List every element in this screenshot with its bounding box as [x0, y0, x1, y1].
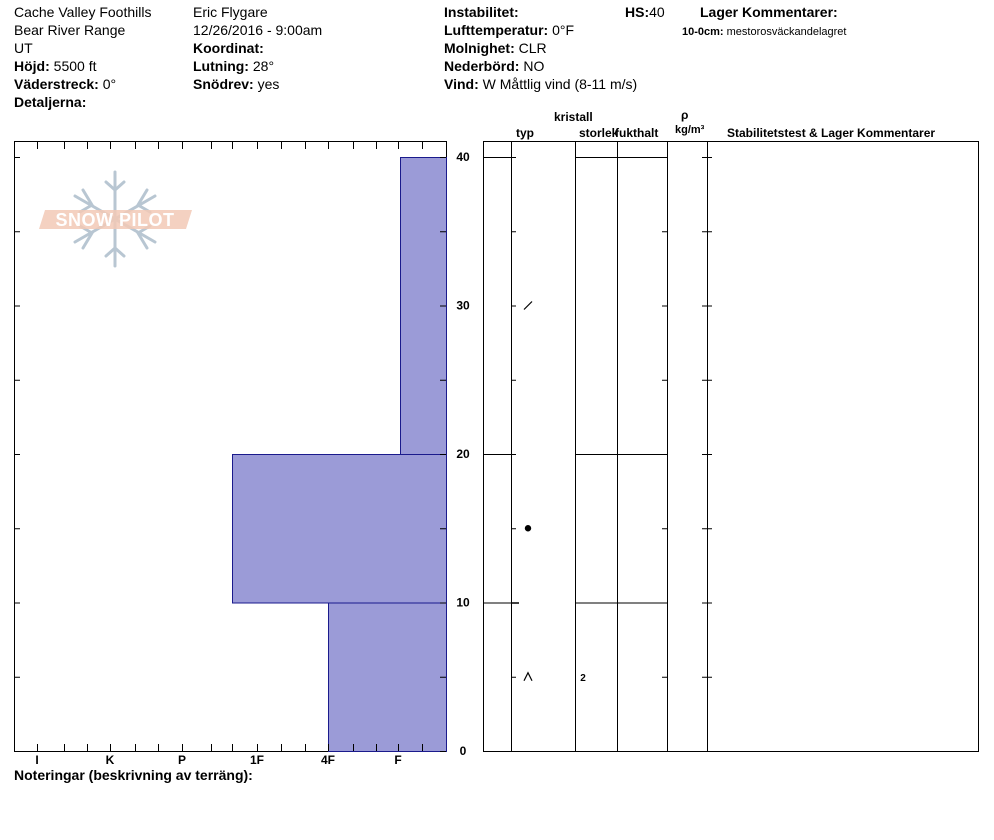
hardness-label-1f: 1F: [250, 753, 264, 767]
air-temp-value: 0°F: [552, 22, 575, 38]
coordinate-label: Koordinat:: [193, 40, 264, 56]
range-name: Bear River Range: [14, 22, 126, 38]
layer-comments-label: Lager Kommentarer:: [700, 4, 838, 20]
drift-label: Snödrev:: [193, 76, 254, 92]
depth-label-40: 40: [456, 150, 470, 164]
grain-symbol-melt-forms-icon: [524, 525, 532, 532]
hardness-x-ticks: I K P 1F 4F F: [35, 142, 423, 767]
elevation-label: Höjd:: [14, 58, 50, 74]
aspect-value: 0°: [102, 76, 117, 92]
layer-table-columns: [511, 141, 708, 752]
cloud-row: Molnighet: CLR: [444, 40, 547, 56]
layer-comment-text: mestorosväckandelagret: [726, 26, 847, 38]
wind-row: Vind: W Måttlig vind (8-11 m/s): [444, 76, 637, 92]
grain-symbols: 2: [512, 301, 586, 684]
depth-label-0: 0: [460, 744, 467, 758]
aspect-row: Väderstreck: 0°: [14, 76, 116, 92]
hardness-label-k: K: [106, 753, 115, 767]
layer-comment-depth: 10-0cm:: [682, 26, 724, 38]
elevation-row: Höjd: 5500 ft: [14, 58, 96, 74]
precip-row: Nederbörd: NO: [444, 58, 544, 74]
depth-label-30: 30: [456, 299, 470, 313]
location-name: Cache Valley Foothills: [14, 4, 152, 20]
drift-value: yes: [257, 76, 280, 92]
details-label: Detaljerna:: [14, 94, 87, 110]
elevation-value: 5500 ft: [53, 58, 97, 74]
hardness-layer-bar-2: [328, 602, 447, 752]
drift-row: Snödrev: yes: [193, 76, 279, 92]
size-header: storlek: [579, 126, 617, 140]
hardness-label-p: P: [178, 753, 186, 767]
instability-label: Instabilitet:: [444, 4, 519, 20]
wind-label: Vind:: [444, 76, 479, 92]
logo-text: SNOW PILOT: [56, 210, 175, 230]
hardness-label-4f: 4F: [321, 753, 335, 767]
grain-symbol-depth-hoar-icon: [523, 671, 533, 682]
grain-symbol-precipitation-icon: [523, 301, 533, 310]
hardness-layer-bar-0: [400, 157, 447, 455]
table-depth-ticks: [511, 157, 712, 752]
depth-label-10: 10: [456, 596, 470, 610]
observation-datetime: 12/26/2016 - 9:00am: [193, 22, 323, 38]
state-name: UT: [14, 40, 33, 56]
slope-label: Lutning:: [193, 58, 249, 74]
hardness-layer-bar-1: [232, 454, 447, 604]
wind-value: W Måttlig vind (8-11 m/s): [482, 76, 638, 92]
cloud-label: Molnighet:: [444, 40, 515, 56]
aspect-label: Väderstreck:: [14, 76, 99, 92]
hs-value: 40: [649, 4, 665, 20]
stability-header: Stabilitetstest & Lager Kommentarer: [727, 126, 936, 140]
observer-name: Eric Flygare: [193, 4, 268, 20]
slope-value: 28°: [252, 58, 275, 74]
hardness-label-f: F: [394, 753, 401, 767]
hs-row: HS:40: [625, 4, 665, 20]
hardness-layers: [232, 157, 447, 752]
moisture-header: fukthalt: [615, 126, 659, 140]
crystal-header: kristall: [554, 110, 593, 124]
air-temp-label: Lufttemperatur:: [444, 22, 549, 38]
snowpilot-logo: SNOW PILOT: [39, 170, 192, 268]
layer-table-frame: [483, 141, 979, 752]
depth-label-20: 20: [456, 447, 470, 461]
air-temp-row: Lufttemperatur: 0°F: [444, 22, 574, 38]
layer-boundary-lines: [483, 157, 667, 604]
grain-size-label: 2: [580, 673, 586, 684]
notes-label: Noteringar (beskrivning av terräng):: [14, 767, 253, 783]
precip-value: NO: [523, 58, 545, 74]
hs-label: HS:: [625, 4, 650, 20]
cloud-value: CLR: [518, 40, 547, 56]
precip-label: Nederbörd:: [444, 58, 520, 74]
slope-row: Lutning: 28°: [193, 58, 274, 74]
type-header: typ: [516, 126, 534, 140]
depth-axis: 0 10 20 30 40: [14, 150, 470, 758]
density-unit-header: kg/m³: [675, 124, 705, 136]
rho-header: ρ: [681, 108, 689, 122]
hardness-label-i: I: [35, 753, 38, 767]
layer-comment-row: 10-0cm: mestorosväckandelagret: [682, 24, 846, 40]
